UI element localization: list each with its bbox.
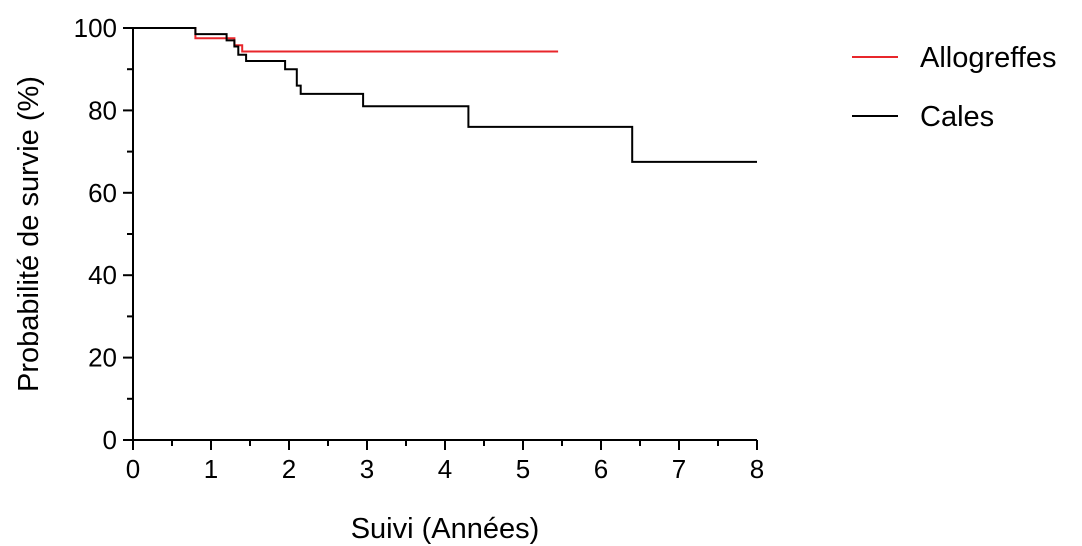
y-tick-label: 0 [103,425,117,455]
x-tick-label: 0 [126,454,140,484]
x-ticks: 0 1 2 3 4 5 6 7 8 [126,440,764,484]
x-axis-title: Suivi (Années) [351,513,540,545]
x-tick-label: 3 [360,454,374,484]
legend-label-allogreffes: Allogreffes [920,42,1057,74]
x-tick-label: 2 [282,454,296,484]
x-tick-label: 8 [750,454,764,484]
x-tick-label: 4 [438,454,452,484]
legend-label-cales: Cales [920,101,994,133]
x-tick-label: 1 [204,454,218,484]
series-group [133,27,757,163]
legend: Allogreffes Cales [852,42,1057,133]
y-ticks: 0 20 40 60 80 100 [74,13,133,455]
series-line-cales [133,27,757,163]
y-tick-label: 60 [88,178,117,208]
x-tick-label: 6 [594,454,608,484]
x-tick-label: 5 [516,454,530,484]
series-line-allogreffes [133,27,559,53]
y-tick-label: 100 [74,13,117,43]
y-axis-title: Probabilité de survie (%) [13,76,45,392]
x-tick-label: 7 [672,454,686,484]
y-tick-label: 20 [88,343,117,373]
y-tick-label: 80 [88,95,117,125]
axes [132,28,757,441]
y-tick-label: 40 [88,260,117,290]
